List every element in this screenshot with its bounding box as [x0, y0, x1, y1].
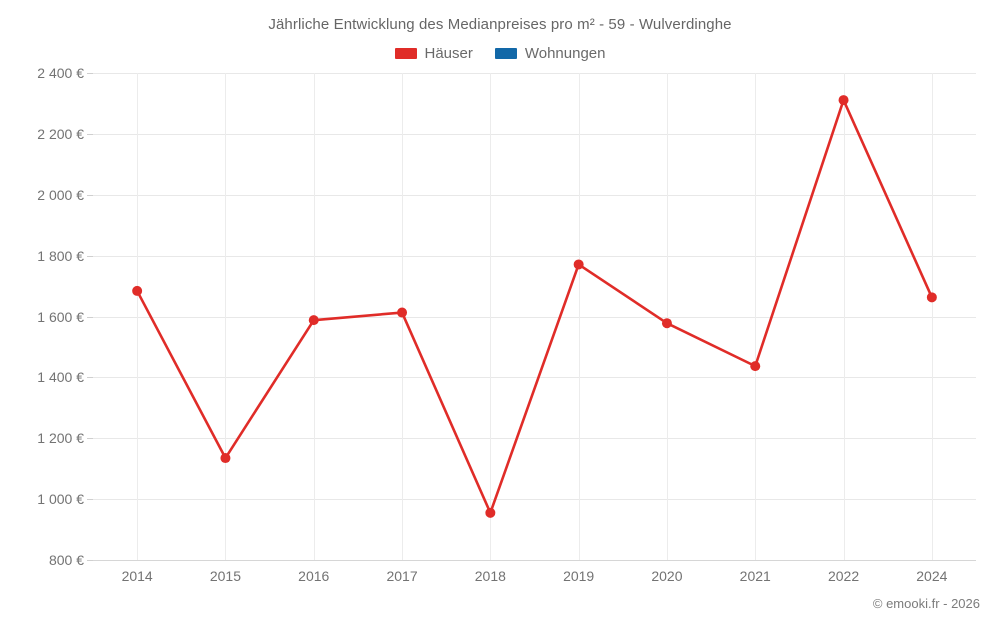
x-axis-tick-label: 2015: [209, 568, 242, 584]
x-axis-tick-label: 2017: [386, 568, 418, 584]
y-axis-tick-mark: [87, 194, 93, 196]
x-axis-tick-label: 2020: [651, 568, 683, 584]
y-axis-tick-label: 2 200 €: [37, 125, 84, 142]
x-axis-tick-label: 2021: [739, 568, 771, 584]
y-axis-tick-label: 1 200 €: [37, 430, 84, 447]
gridline-vertical: [490, 73, 492, 560]
chart-title: Jährliche Entwicklung des Medianpreises …: [268, 16, 732, 33]
y-axis-tick-label: 800 €: [48, 552, 84, 568]
gridline-vertical: [225, 73, 227, 560]
y-axis-tick-label: 2 400 €: [37, 65, 84, 81]
y-axis-tick-mark: [87, 133, 93, 135]
y-axis-tick-mark: [87, 255, 93, 257]
y-axis-tick-label: 1 800 €: [37, 247, 84, 264]
legend-swatch-wohnungen: [494, 48, 517, 59]
chart-legend: Häuser Wohnungen: [0, 45, 1000, 62]
gridline-vertical: [578, 73, 580, 560]
x-axis-tick-label: 2024: [916, 568, 948, 584]
y-axis-tick-mark: [87, 499, 93, 501]
gridline-vertical: [843, 73, 845, 560]
gridline-horizontal: [93, 73, 976, 74]
legend-item-haeuser[interactable]: Häuser: [394, 45, 473, 62]
legend-label-haeuser: Häuser: [424, 45, 473, 62]
legend-swatch-haeuser: [394, 48, 417, 59]
x-axis-line: [93, 560, 976, 561]
y-axis-tick-mark: [87, 377, 93, 379]
legend-item-wohnungen[interactable]: Wohnungen: [494, 45, 606, 62]
chart-footer-credit: © emooki.fr - 2026: [872, 596, 980, 611]
x-axis-tick-label: 2016: [298, 568, 330, 584]
y-axis-tick-label: 1 000 €: [37, 491, 84, 508]
x-axis-tick-label: 2018: [474, 568, 506, 584]
legend-label-wohnungen: Wohnungen: [524, 45, 606, 62]
gridline-vertical: [137, 73, 139, 560]
x-axis-tick-label: 2022: [827, 568, 860, 584]
gridline-vertical: [755, 73, 757, 560]
y-axis-tick-label: 1 600 €: [37, 308, 84, 325]
y-axis-tick-labels: 800 € 1 000 € 1 200 € 1 400 € 1 600 € 1 800 €…: [0, 0, 84, 625]
y-axis-tick-mark: [87, 560, 93, 561]
y-axis-tick-mark: [87, 438, 93, 440]
x-axis-tick-label: 2019: [563, 568, 595, 584]
y-axis-tick-label: 2 000 €: [37, 186, 84, 203]
y-axis-tick-label: 1 400 €: [37, 369, 84, 386]
x-axis-tick-label: 2014: [121, 568, 153, 584]
gridline-vertical: [313, 73, 315, 560]
gridline-vertical: [666, 73, 668, 560]
gridline-vertical: [931, 73, 933, 560]
y-axis-tick-mark: [87, 73, 93, 74]
plot-area: [93, 73, 976, 561]
gridline-vertical: [402, 73, 404, 560]
y-axis-tick-mark: [87, 316, 93, 318]
